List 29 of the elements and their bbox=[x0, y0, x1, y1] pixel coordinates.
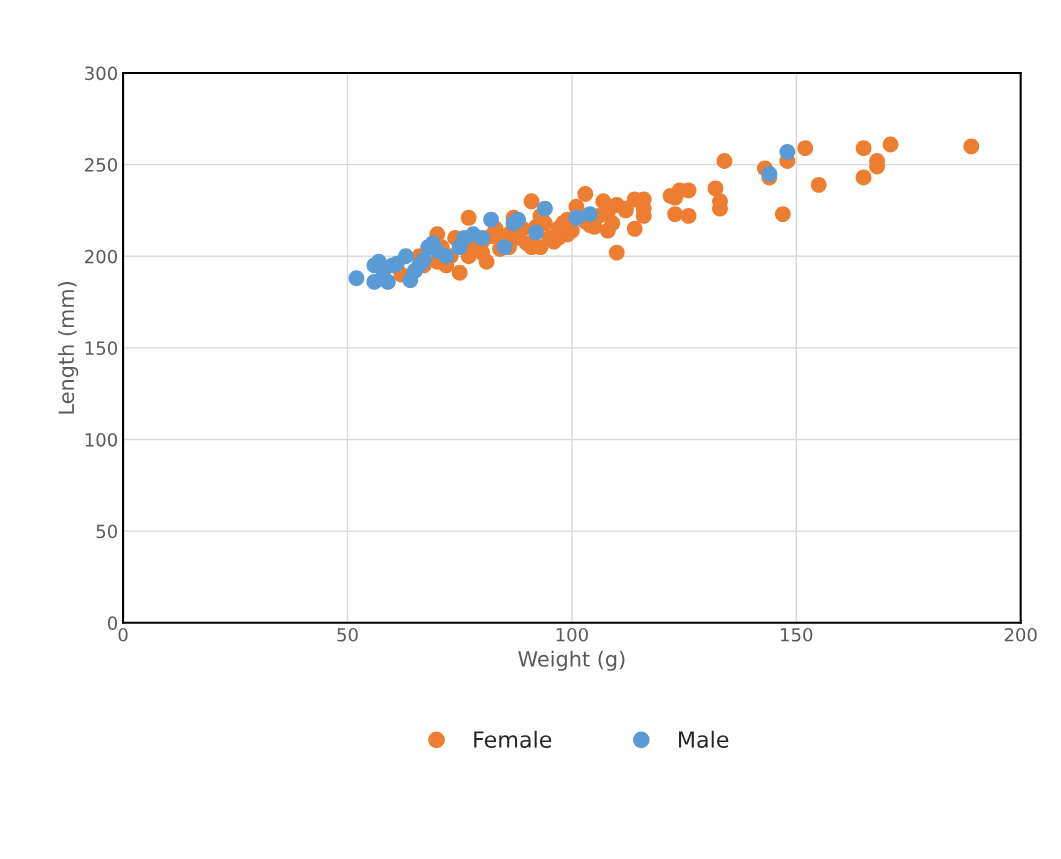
point bbox=[366, 274, 383, 290]
x-tick-label: 50 bbox=[337, 627, 358, 642]
point bbox=[761, 165, 778, 182]
legend-label: Female bbox=[474, 730, 552, 748]
point bbox=[483, 211, 500, 228]
y-tick-label: 150 bbox=[85, 341, 118, 356]
y-tick-label: 300 bbox=[85, 66, 118, 81]
y-axis-title: Length (mm) bbox=[58, 282, 79, 414]
x-tick-label: 200 bbox=[1004, 627, 1037, 642]
point bbox=[496, 239, 513, 256]
point bbox=[451, 239, 468, 256]
x-tick-label: 100 bbox=[556, 627, 588, 642]
point bbox=[528, 224, 544, 241]
legend-label: Male bbox=[679, 730, 729, 748]
y-tick-label: 250 bbox=[85, 158, 118, 172]
x-axis-title: Weight (g) bbox=[518, 650, 625, 671]
point bbox=[568, 209, 585, 226]
point bbox=[402, 272, 419, 289]
point bbox=[348, 270, 365, 287]
y-tick-label: 50 bbox=[96, 524, 118, 539]
x-tick-label: 0 bbox=[118, 627, 128, 642]
y-tick-label: 200 bbox=[85, 249, 118, 264]
point bbox=[537, 200, 553, 217]
x-tick-label: 150 bbox=[781, 627, 813, 642]
point bbox=[581, 206, 598, 223]
y-tick-label: 100 bbox=[85, 432, 118, 447]
point bbox=[779, 143, 796, 160]
point bbox=[505, 215, 522, 232]
y-tick-label: 0 bbox=[107, 616, 118, 630]
